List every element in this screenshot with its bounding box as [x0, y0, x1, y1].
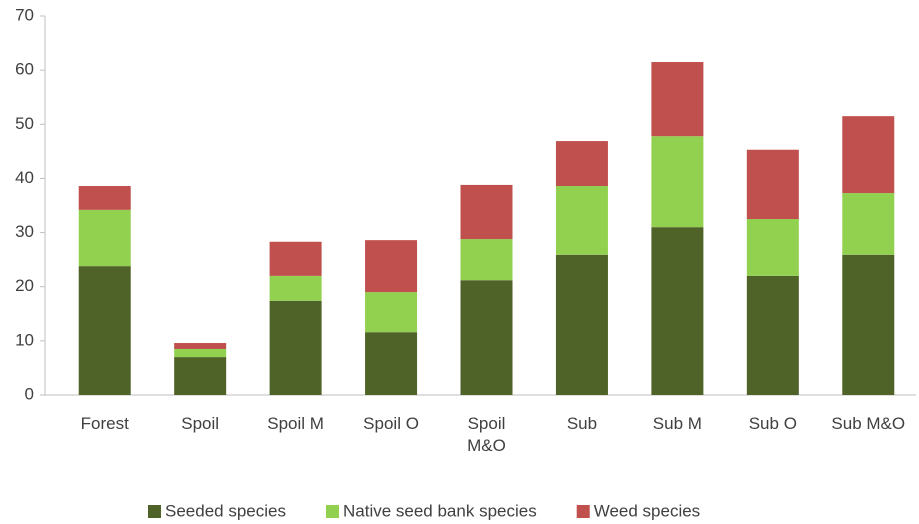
bar-segment — [746, 219, 799, 276]
x-tick-label: Sub — [566, 414, 598, 433]
y-tick-label: 20 — [15, 276, 34, 295]
x-tick-label: Sub M — [652, 414, 702, 433]
bar-segment — [174, 348, 227, 358]
bar-segment — [555, 254, 608, 395]
bar-segment — [842, 193, 895, 255]
x-tick-label: Sub O — [748, 414, 797, 433]
bar-segment — [651, 136, 704, 228]
bar-segment — [460, 184, 513, 240]
y-tick-label: 70 — [15, 5, 34, 24]
legend-label: Native seed bank species — [343, 501, 537, 520]
x-tick-label: Sub M&O — [831, 414, 906, 433]
y-tick-label: 60 — [15, 60, 34, 79]
bar-segment — [174, 357, 227, 395]
legend-swatch — [325, 505, 339, 518]
legend-label: Seeded species — [165, 501, 286, 520]
y-tick-label: 10 — [15, 330, 34, 349]
bar-segment — [365, 292, 418, 333]
bar-segment — [651, 227, 704, 395]
x-tick-label: Forest — [80, 414, 129, 433]
bar-segment — [460, 239, 513, 281]
x-tick-label: Spoil O — [363, 414, 419, 433]
bar-segment — [746, 149, 799, 220]
bar-segment — [842, 254, 895, 395]
bar-segment — [78, 209, 131, 267]
legend-swatch — [576, 505, 590, 518]
y-tick-label: 50 — [15, 114, 34, 133]
bar-segment — [174, 343, 227, 349]
x-tick-label: Spoil M&O — [467, 414, 506, 455]
bar-segment — [365, 332, 418, 395]
legend-swatch — [148, 505, 161, 518]
legend-label: Weed species — [594, 501, 700, 520]
bar-segment — [269, 241, 322, 276]
bar-segment — [365, 240, 418, 293]
bar-segment — [842, 116, 895, 194]
x-tick-label: Spoil M — [267, 414, 324, 433]
bar-segment — [460, 280, 513, 395]
y-tick-label: 30 — [15, 222, 34, 241]
bar-segment — [269, 300, 322, 395]
bar-segment — [555, 186, 608, 255]
x-tick-label: Spoil — [181, 414, 220, 433]
bar-segment — [269, 275, 322, 301]
bar-segment — [555, 141, 608, 187]
y-tick-label: 0 — [25, 384, 34, 403]
bar-segment — [746, 275, 799, 395]
bar-segment — [78, 266, 131, 395]
y-tick-label: 40 — [15, 168, 34, 187]
bar-segment — [78, 186, 131, 210]
bar-segment — [651, 62, 704, 137]
